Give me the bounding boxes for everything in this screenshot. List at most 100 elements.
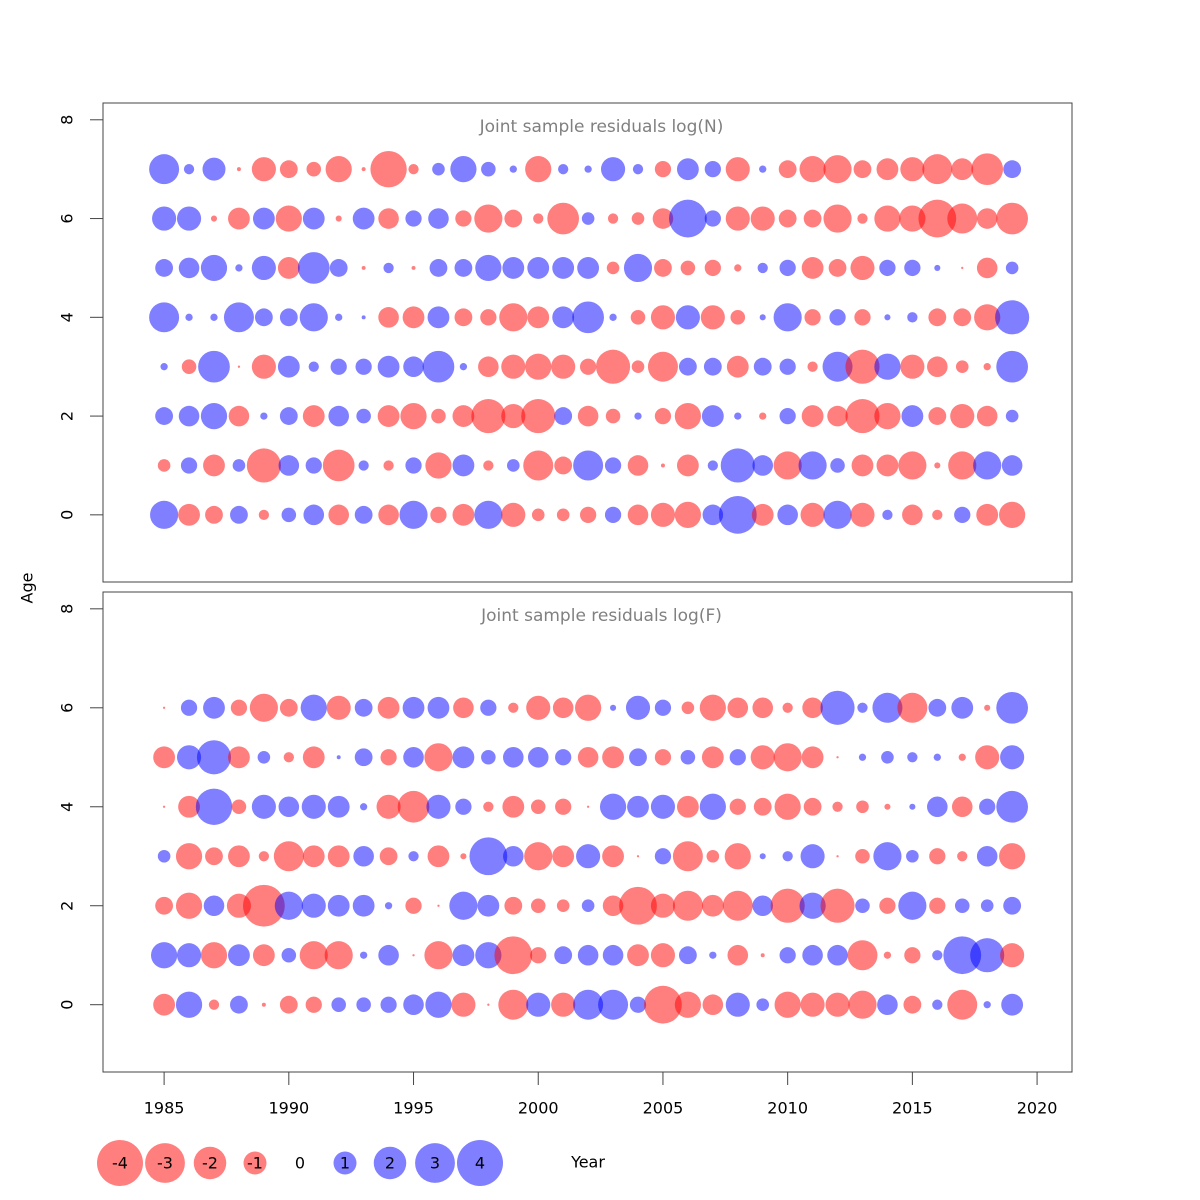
residual-bubble <box>630 310 646 325</box>
residual-bubble <box>778 209 797 228</box>
residual-bubble <box>303 504 325 526</box>
residual-bubble <box>302 405 325 427</box>
residual-bubble <box>825 992 850 1017</box>
residual-bubble <box>932 509 943 520</box>
residual-bubble <box>700 305 725 330</box>
residual-bubble <box>854 309 871 326</box>
residual-bubble <box>228 746 250 769</box>
residual-bubble <box>934 264 941 271</box>
residual-bubble <box>932 950 943 961</box>
residual-bubble <box>355 358 372 375</box>
residual-bubble <box>883 951 892 959</box>
residual-bubble <box>650 794 676 819</box>
residual-bubble <box>907 752 918 763</box>
residual-bubble <box>853 160 872 179</box>
residual-bubble <box>356 408 371 424</box>
residual-bubble <box>160 363 168 371</box>
residual-bubble <box>820 888 855 923</box>
residual-bubble <box>257 750 271 764</box>
residual-bubble <box>237 365 241 368</box>
residual-bubble <box>402 696 425 719</box>
residual-bubble <box>701 405 724 427</box>
residual-bubble <box>279 160 298 179</box>
residual-bubble <box>756 998 770 1011</box>
residual-bubble <box>901 405 924 427</box>
residual-bubble <box>376 794 401 819</box>
residual-bubble <box>558 164 569 175</box>
residual-bubble <box>876 454 899 477</box>
residual-bubble <box>799 892 826 919</box>
residual-bubble <box>352 894 375 917</box>
legend-label: -2 <box>202 1154 218 1173</box>
residual-bubble <box>380 749 397 766</box>
residual-bubble <box>526 992 551 1017</box>
residual-bubble <box>957 851 968 862</box>
residual-bubble <box>804 309 821 326</box>
residual-bubble <box>305 996 322 1013</box>
residual-bubble <box>450 156 477 183</box>
residual-bubble <box>779 407 796 425</box>
residual-bubble <box>680 260 696 276</box>
residual-bubble <box>725 157 750 182</box>
y-tick-label: 0 <box>58 1000 77 1010</box>
residual-bubble <box>836 855 839 858</box>
residual-bubble <box>625 695 651 720</box>
legend-label: 3 <box>430 1154 440 1173</box>
residual-bubble <box>360 951 368 959</box>
x-tick-label: 2015 <box>892 1099 933 1118</box>
residual-bubble <box>403 356 424 377</box>
residual-bubble <box>996 202 1028 235</box>
residual-bubble <box>577 405 599 427</box>
residual-bubble <box>650 943 676 968</box>
residual-bubble <box>1005 261 1019 275</box>
residual-bubble <box>782 851 793 862</box>
residual-bubble <box>676 158 699 181</box>
residual-bubble <box>650 305 676 330</box>
residual-bubble <box>674 991 702 1018</box>
residual-bubble <box>701 894 724 917</box>
residual-bubble <box>302 746 325 769</box>
residual-bubble <box>572 301 604 334</box>
residual-bubble <box>232 459 246 472</box>
residual-bubble <box>759 314 766 321</box>
legend-label: 4 <box>475 1154 485 1173</box>
residual-bubble <box>773 743 802 772</box>
residual-bubble <box>300 694 327 721</box>
residual-bubble <box>903 995 922 1014</box>
residual-bubble <box>702 504 724 526</box>
residual-bubble <box>306 161 322 177</box>
residual-bubble <box>354 505 373 524</box>
residual-bubble <box>932 999 943 1010</box>
residual-bubble <box>680 750 696 765</box>
residual-bubble <box>634 412 642 420</box>
residual-bubble <box>383 262 394 274</box>
residual-bubble <box>845 399 880 434</box>
residual-bubble <box>474 500 503 529</box>
residual-bubble <box>857 213 868 224</box>
residual-bubble <box>699 694 726 721</box>
residual-bubble <box>973 451 1002 480</box>
residual-bubble <box>627 795 649 818</box>
residual-bubble <box>882 509 893 520</box>
residual-bubble <box>308 361 319 372</box>
residual-bubble <box>254 308 273 327</box>
residual-bubble <box>361 265 366 270</box>
residual-bubble <box>429 259 448 277</box>
residual-bubble <box>636 855 640 858</box>
residual-bubble <box>604 506 622 523</box>
residual-bubble <box>152 206 177 231</box>
residual-bubble <box>277 355 300 378</box>
residual-bubble <box>607 213 619 224</box>
residual-bubble <box>951 796 973 818</box>
x-axis-label: Year <box>570 1153 605 1172</box>
residual-bubble <box>162 805 166 808</box>
residual-bubble <box>279 308 298 327</box>
residual-bubble <box>725 206 750 231</box>
residual-bubble <box>904 947 921 964</box>
residual-bubble <box>274 891 303 920</box>
residual-bubble <box>405 457 422 474</box>
residual-bubble <box>552 257 575 279</box>
residual-bubble <box>481 750 496 765</box>
residual-bubble <box>752 697 774 719</box>
residual-bubble <box>855 848 870 864</box>
